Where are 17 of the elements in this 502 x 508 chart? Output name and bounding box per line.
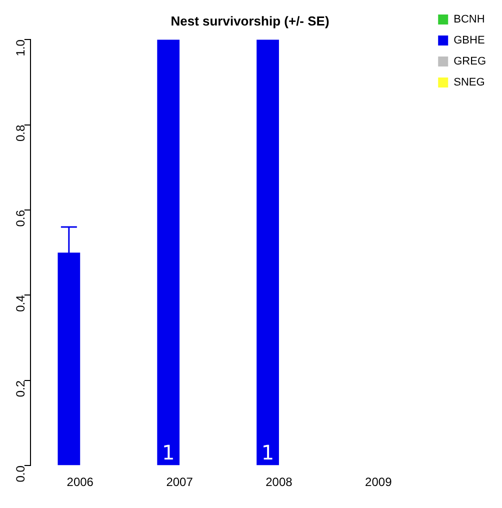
data-label: 1 <box>261 440 274 464</box>
y-tick-label: 0.2 <box>14 380 28 398</box>
y-tick-label: 1.0 <box>14 39 28 56</box>
x-tick-label: 2006 <box>66 475 94 490</box>
y-tick-label: 0.6 <box>14 210 28 227</box>
x-tick-label: 2008 <box>266 475 293 490</box>
chart-title: Nest survivorship (+/- SE) <box>170 13 330 28</box>
x-tick-label: 2007 <box>166 475 194 490</box>
legend-label: SNEG <box>454 76 485 89</box>
legend-label: BCNH <box>454 14 485 26</box>
y-tick-label: 0.0 <box>14 465 28 482</box>
legend-label: GBHE <box>454 34 485 47</box>
y-tick-label: 0.8 <box>14 124 28 142</box>
y-tick-label: 0.4 <box>14 294 28 312</box>
x-tick-label: 2009 <box>365 475 392 490</box>
legend-label: GREG <box>454 56 486 68</box>
data-label: 1 <box>162 440 175 464</box>
